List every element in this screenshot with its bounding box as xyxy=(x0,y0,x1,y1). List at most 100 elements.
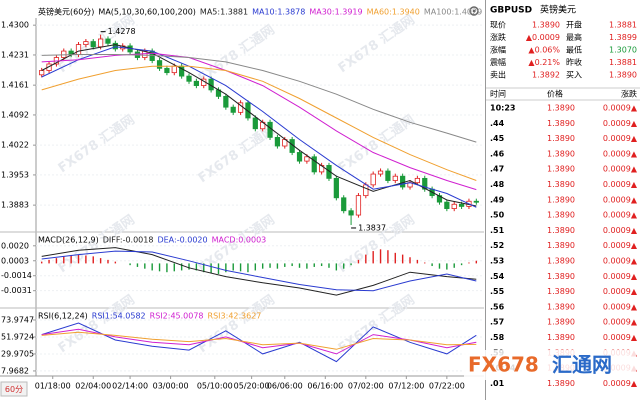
candle-body xyxy=(400,175,406,188)
macd-bar xyxy=(129,263,131,266)
candle-body xyxy=(61,50,67,58)
quote-label: 涨跌 xyxy=(490,32,506,42)
trade-price: 1.3890 xyxy=(547,134,575,143)
quote-value: 1.3890 xyxy=(609,71,637,80)
quote-value: ▲0.06% xyxy=(528,46,560,55)
macd-bar xyxy=(166,263,168,273)
trade-price: 1.3890 xyxy=(547,165,575,174)
macd-bar xyxy=(328,263,330,268)
macd-bar xyxy=(188,263,190,270)
candle-body xyxy=(156,60,163,69)
legend-value: -0.0020 xyxy=(177,236,208,245)
candle-body xyxy=(186,75,192,82)
indicator-line xyxy=(41,52,477,191)
trade-price: 1.3890 xyxy=(547,241,575,250)
trade-price: 1.3890 xyxy=(547,195,575,204)
macd-bar xyxy=(276,263,279,269)
candle-body xyxy=(451,203,457,209)
candle-body xyxy=(326,165,332,179)
candle-body xyxy=(223,95,229,108)
legend-name: MA5: xyxy=(200,8,220,17)
legend-value: 1.3919 xyxy=(335,8,363,17)
quote-label: 最低 xyxy=(566,45,582,55)
logo-brand: FX678 xyxy=(468,353,539,377)
macd-bar xyxy=(261,263,264,269)
table-header: 价格 xyxy=(547,89,563,99)
trade-time: .48 xyxy=(490,180,505,189)
macd-bar xyxy=(210,263,212,274)
x-tick-label: 06/16:00 xyxy=(307,382,343,391)
legend-value: 42.3627 xyxy=(228,312,261,321)
x-tick-label: 01/18:00 xyxy=(35,382,71,391)
indicator-line xyxy=(41,44,477,207)
quote-value: 1.3881 xyxy=(609,58,637,67)
settings-icon[interactable] xyxy=(469,6,479,16)
legend-name: MA60: xyxy=(367,8,392,17)
macd-bar xyxy=(291,263,293,267)
macd-bar xyxy=(284,263,286,267)
trade-change: 0.0009▲ xyxy=(603,379,638,388)
macd-bar xyxy=(99,258,102,264)
annotation: 1.4278 xyxy=(108,27,136,36)
trade-price: 1.3890 xyxy=(547,257,575,266)
table-header: 时间 xyxy=(490,89,506,99)
quote-name: 英镑美元 xyxy=(540,4,576,16)
quote-value: ▲0.21% xyxy=(528,58,560,67)
indicator-line xyxy=(41,46,477,208)
candle-body xyxy=(392,175,398,181)
y-tick-label: 1.4161 xyxy=(1,81,29,90)
trade-change: 0.0009▲ xyxy=(603,134,638,143)
candle-body xyxy=(193,80,199,86)
y-tick-label: 0.0003 xyxy=(1,256,29,265)
candle-body xyxy=(39,70,45,76)
y-tick-label: 1.4022 xyxy=(1,141,29,150)
quote-value: 1.3070 xyxy=(609,46,637,55)
trade-change: 0.0009▲ xyxy=(603,333,638,342)
macd-bar xyxy=(173,263,175,272)
candle-body xyxy=(333,177,339,199)
trade-time: .54 xyxy=(490,272,505,281)
legend-value: 45.0078 xyxy=(170,312,203,321)
settings-gear-hub[interactable] xyxy=(472,9,476,13)
candle-body xyxy=(363,184,369,197)
trade-change: 0.0009▲ xyxy=(603,104,638,113)
settings-gear[interactable] xyxy=(469,6,479,16)
legend-name: RSI3: xyxy=(208,312,229,321)
candle-body xyxy=(296,152,303,162)
interval-label[interactable]: 60分 xyxy=(5,385,23,394)
candle-body xyxy=(105,38,111,44)
x-tick-label: 03/00:00 xyxy=(153,382,189,391)
macd-bar xyxy=(55,258,58,264)
quote-value: ▲0.0009 xyxy=(526,33,560,42)
y-tick-label: 0.0020 xyxy=(1,241,29,250)
trade-price: 1.3890 xyxy=(547,226,575,235)
logo-backdrop xyxy=(464,350,636,380)
indicator-line xyxy=(41,331,477,350)
indicator-line xyxy=(41,247,477,296)
candle-body xyxy=(164,67,170,74)
quote-label: 卖出 xyxy=(490,70,506,80)
candle-body xyxy=(98,38,104,48)
indicator-line xyxy=(41,250,477,292)
legend-name: DEA: xyxy=(157,236,176,245)
table-header: 涨跌 xyxy=(621,89,637,99)
quote-label: 现价 xyxy=(490,21,506,30)
trade-price: 1.3890 xyxy=(547,180,575,189)
trade-time: .50 xyxy=(490,211,505,220)
macd-bar xyxy=(247,263,249,273)
macd-bar xyxy=(350,263,352,266)
macd-bar xyxy=(85,255,87,264)
macd-bar xyxy=(151,263,153,271)
legend-value: 1.4029 xyxy=(454,8,482,17)
trade-price: 1.3890 xyxy=(547,287,575,296)
trade-price: 1.3890 xyxy=(547,333,575,342)
legend-name: RSI2: xyxy=(150,312,171,321)
quote-value: 1.3881 xyxy=(609,21,637,30)
candle-body xyxy=(370,173,376,186)
macd-bar xyxy=(460,263,463,266)
candle-body xyxy=(385,170,391,181)
interval-button[interactable] xyxy=(0,381,28,397)
chart-title: RSI(6,12,24) xyxy=(38,312,88,321)
trade-change: 0.0009▲ xyxy=(603,241,638,250)
macd-bar xyxy=(424,262,426,264)
